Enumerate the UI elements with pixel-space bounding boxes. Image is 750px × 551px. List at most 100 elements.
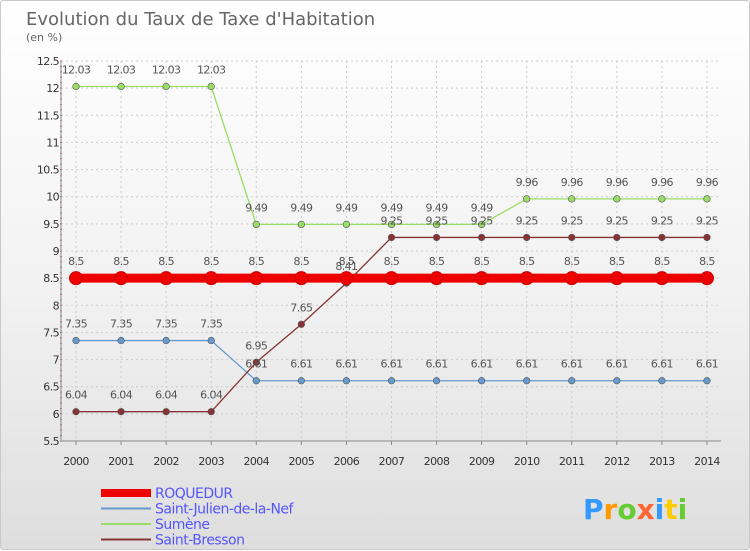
data-point [384, 271, 399, 286]
data-point [207, 408, 215, 416]
logo-letter: x [637, 493, 655, 526]
data-point [478, 220, 486, 228]
data-label: 9.25 [696, 214, 719, 227]
data-label: 6.61 [561, 358, 583, 371]
data-point [523, 377, 531, 385]
legend-label: Saint-Julien-de-la-Nef [155, 502, 295, 518]
x-tick-label: 2014 [694, 455, 720, 468]
y-tick-label: 10 [46, 191, 59, 204]
x-tick-label: 2008 [424, 455, 450, 468]
y-tick-label: 9.5 [43, 218, 59, 231]
series-sum-ne [72, 82, 711, 228]
x-tick-label: 2001 [108, 455, 134, 468]
data-label: 9.25 [516, 214, 539, 227]
data-label: 6.04 [65, 389, 88, 402]
data-point [162, 82, 170, 91]
data-label: 6.61 [380, 358, 402, 371]
logo-letter: o [617, 493, 636, 526]
data-label: 8.5 [654, 255, 670, 268]
data-label: 6.61 [696, 358, 718, 371]
logo-letter: r [604, 493, 618, 526]
y-tick-label: 12.5 [37, 55, 60, 68]
data-point [339, 271, 354, 286]
legend-item: Saint-Julien-de-la-Nef [101, 502, 295, 518]
data-label: 6.61 [471, 358, 493, 371]
x-tick-label: 2000 [63, 455, 89, 468]
legend-item: ROQUEDUR [101, 486, 234, 502]
data-label: 8.5 [429, 255, 445, 268]
data-label: 12.03 [197, 64, 226, 77]
y-tick-label: 11.5 [37, 109, 60, 122]
data-label: 7.35 [110, 318, 133, 331]
data-point [114, 271, 129, 286]
data-labels: 8.5 8.5 8.5 8.5 8.5 8.5 8.5 8.5 8.5 8.5 8.5 8.5 8.5 8… [62, 64, 719, 402]
data-label: 6.61 [290, 358, 312, 371]
logo-letter: P [583, 493, 604, 526]
data-point [117, 82, 125, 91]
y-tick-label: 5.5 [43, 435, 59, 448]
data-label: 8.5 [68, 255, 84, 268]
x-tick-label: 2011 [559, 455, 585, 468]
data-point [297, 320, 305, 328]
data-label: 6.04 [200, 389, 223, 402]
data-point [523, 195, 531, 203]
data-point [703, 377, 711, 385]
y-tick-label: 8.5 [43, 272, 59, 285]
data-label: 9.96 [561, 176, 584, 189]
data-label: 9.25 [380, 214, 403, 227]
data-label: 7.35 [155, 318, 178, 331]
legend: ROQUEDURSaint-Julien-de-la-NefSumèneSain… [101, 486, 295, 549]
data-label: 7.35 [65, 318, 88, 331]
data-label: 6.61 [426, 358, 448, 371]
data-point [387, 233, 396, 242]
data-point [249, 271, 264, 286]
axes: 5.5 6 6.5 7 7.5 8 8.5 9 9.5 10 10.5 11 11.5 12 12.5 200… [37, 55, 721, 468]
x-tick-label: 2003 [198, 455, 224, 468]
data-point [429, 271, 444, 286]
data-point [432, 220, 441, 228]
data-label: 6.61 [606, 358, 628, 371]
data-label: 8.5 [519, 255, 535, 268]
data-point [658, 377, 666, 385]
data-point [658, 233, 666, 242]
chart-subtitle: (en %) [26, 31, 62, 44]
data-label: 7.35 [200, 318, 223, 331]
data-label: 8.5 [158, 255, 174, 268]
data-point [387, 220, 396, 228]
x-tick-label: 2009 [469, 455, 495, 468]
series-saint-bresson [72, 233, 711, 416]
data-point [252, 358, 260, 366]
data-point [568, 195, 576, 203]
series-group [69, 82, 714, 416]
data-point [387, 377, 396, 385]
data-point [117, 336, 125, 345]
data-label: 9.49 [335, 201, 358, 214]
x-tick-label: 2012 [604, 455, 630, 468]
data-point [207, 336, 215, 345]
series-roquedur [69, 271, 714, 286]
legend-label: Sumène [155, 517, 210, 533]
data-point [342, 377, 351, 385]
y-tick-label: 7.5 [43, 326, 59, 339]
data-point [564, 271, 579, 286]
data-label: 9.49 [245, 201, 268, 214]
data-point [72, 336, 80, 345]
data-label: 12.03 [107, 64, 136, 77]
data-label: 9.25 [651, 214, 674, 227]
data-point [699, 271, 714, 286]
data-point [478, 377, 486, 385]
data-point [658, 195, 666, 203]
data-label: 8.5 [293, 255, 309, 268]
data-label: 6.95 [245, 339, 268, 352]
data-point [568, 377, 576, 385]
data-point [297, 220, 305, 228]
data-point [162, 408, 170, 416]
data-label: 6.61 [245, 358, 267, 371]
y-tick-label: 6 [53, 408, 60, 421]
data-label: 9.25 [606, 214, 629, 227]
data-label: 9.96 [516, 176, 539, 189]
data-label: 6.04 [110, 389, 133, 402]
data-label: 6.61 [335, 358, 357, 371]
legend-label: Saint-Bresson [155, 533, 244, 549]
